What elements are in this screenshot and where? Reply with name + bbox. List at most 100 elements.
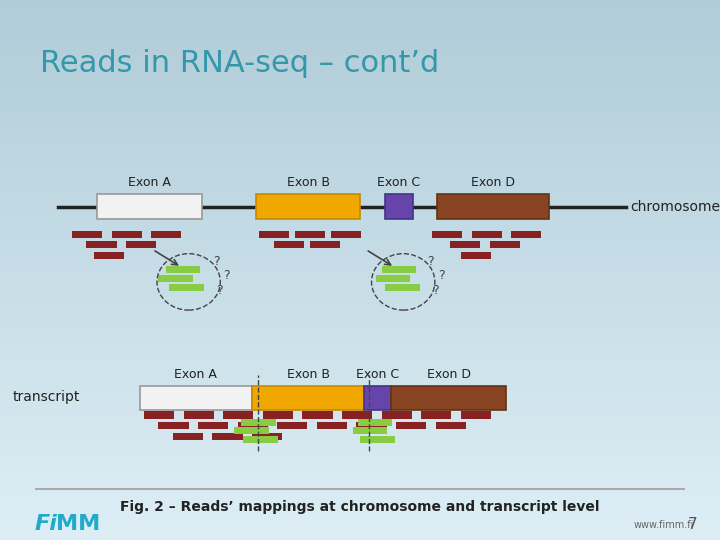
Bar xyxy=(112,231,142,238)
Bar xyxy=(360,436,395,443)
Text: ?: ? xyxy=(432,284,439,297)
Bar xyxy=(158,275,193,282)
Bar xyxy=(317,422,347,429)
Bar xyxy=(302,411,333,418)
Bar xyxy=(0,351,720,360)
Text: Exon A: Exon A xyxy=(128,176,171,189)
Bar xyxy=(0,225,720,234)
Bar xyxy=(472,231,502,238)
Text: Exon A: Exon A xyxy=(174,368,217,381)
Bar xyxy=(331,231,361,238)
Bar xyxy=(0,90,720,99)
Bar xyxy=(0,270,720,279)
FancyBboxPatch shape xyxy=(140,386,252,410)
Bar xyxy=(385,284,420,291)
Bar xyxy=(0,63,720,72)
Bar xyxy=(382,411,412,418)
Bar xyxy=(0,306,720,315)
Bar xyxy=(0,27,720,36)
Bar xyxy=(241,418,276,426)
Bar xyxy=(94,252,124,259)
Bar xyxy=(0,72,720,81)
Bar xyxy=(0,216,720,225)
Bar xyxy=(436,422,466,429)
Bar xyxy=(277,422,307,429)
Bar xyxy=(382,266,416,273)
Text: MM: MM xyxy=(56,514,100,534)
Bar xyxy=(0,162,720,171)
Text: 7: 7 xyxy=(688,517,697,532)
Bar xyxy=(0,378,720,387)
Bar xyxy=(238,422,268,429)
Bar xyxy=(450,241,480,248)
Bar xyxy=(310,241,340,248)
Bar xyxy=(295,231,325,238)
Bar xyxy=(0,522,720,531)
Bar xyxy=(490,241,520,248)
Text: Exon D: Exon D xyxy=(471,176,516,189)
Bar xyxy=(0,423,720,432)
Bar xyxy=(376,275,410,282)
Bar xyxy=(0,243,720,252)
Bar xyxy=(0,18,720,27)
Bar xyxy=(0,36,720,45)
Text: Reads in RNA-seq – cont’d: Reads in RNA-seq – cont’d xyxy=(40,49,439,78)
Text: Exon C: Exon C xyxy=(356,368,399,381)
Bar xyxy=(72,231,102,238)
Bar xyxy=(243,436,278,443)
Text: ?: ? xyxy=(212,255,220,268)
Bar xyxy=(461,252,491,259)
Bar xyxy=(0,180,720,189)
FancyBboxPatch shape xyxy=(437,194,549,219)
Bar xyxy=(0,117,720,126)
Text: ?: ? xyxy=(223,269,230,282)
Bar xyxy=(358,418,392,426)
Bar xyxy=(0,531,720,540)
Bar xyxy=(0,126,720,135)
Bar xyxy=(252,433,282,440)
Bar xyxy=(0,387,720,396)
FancyBboxPatch shape xyxy=(256,194,360,219)
Text: www.fimm.fi: www.fimm.fi xyxy=(634,520,694,530)
Bar xyxy=(151,231,181,238)
Bar xyxy=(0,333,720,342)
Bar xyxy=(0,207,720,216)
FancyBboxPatch shape xyxy=(252,386,364,410)
Bar xyxy=(0,360,720,369)
Bar xyxy=(0,9,720,18)
Bar xyxy=(184,411,214,418)
Text: ?: ? xyxy=(438,269,445,282)
Text: Exon D: Exon D xyxy=(426,368,471,381)
Bar xyxy=(0,288,720,297)
Bar xyxy=(511,231,541,238)
Bar xyxy=(0,468,720,477)
Bar xyxy=(198,422,228,429)
Text: ?: ? xyxy=(427,255,434,268)
Bar xyxy=(0,414,720,423)
Bar xyxy=(396,422,426,429)
Bar xyxy=(0,0,720,9)
Bar xyxy=(0,405,720,414)
Bar xyxy=(0,513,720,522)
Bar xyxy=(212,433,243,440)
Bar xyxy=(0,234,720,243)
Bar xyxy=(173,433,203,440)
Bar xyxy=(223,411,253,418)
Bar xyxy=(0,108,720,117)
Bar xyxy=(0,450,720,459)
Bar xyxy=(0,279,720,288)
Bar xyxy=(421,411,451,418)
Text: Exon C: Exon C xyxy=(377,176,420,189)
Text: Fig. 2 – Reads’ mappings at chromosome and transcript level: Fig. 2 – Reads’ mappings at chromosome a… xyxy=(120,500,600,514)
Bar xyxy=(0,261,720,270)
Bar xyxy=(259,231,289,238)
FancyBboxPatch shape xyxy=(385,194,413,219)
Bar xyxy=(0,396,720,405)
Bar xyxy=(0,432,720,441)
Bar xyxy=(0,153,720,162)
Bar xyxy=(0,369,720,378)
Bar xyxy=(0,495,720,504)
Bar xyxy=(263,411,293,418)
Bar xyxy=(0,144,720,153)
FancyBboxPatch shape xyxy=(364,386,391,410)
